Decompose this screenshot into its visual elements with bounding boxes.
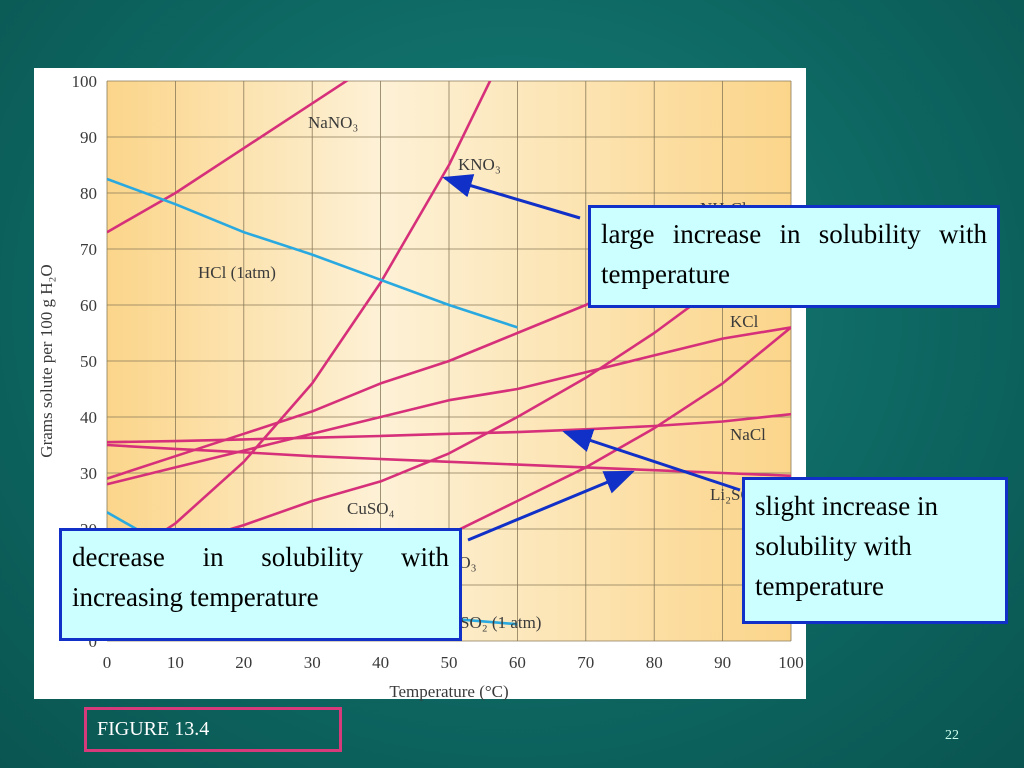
series-label: NaCl — [730, 425, 766, 444]
annotation: slight increase in solubility with tempe… — [742, 477, 1008, 624]
x-tick-label: 0 — [103, 653, 112, 672]
x-tick-label: 20 — [235, 653, 252, 672]
series-line — [107, 177, 518, 329]
series-label: KCl — [730, 312, 759, 331]
annotation: decrease in solubility with increasing t… — [59, 528, 462, 641]
x-tick-label: 50 — [441, 653, 458, 672]
series-label: SO₂ (1 atm) — [460, 613, 541, 632]
x-tick-label: 80 — [646, 653, 663, 672]
series-label: NaNO₃ — [308, 113, 358, 132]
x-tick-label: 30 — [304, 653, 321, 672]
series-label: CuSO₄ — [347, 499, 395, 518]
y-axis-title: Grams solute per 100 g H₂O — [37, 264, 56, 457]
x-tick-label: 90 — [714, 653, 731, 672]
annotation: large increase in solubility with temper… — [588, 205, 1000, 308]
series-line — [107, 326, 791, 486]
x-axis-title: Temperature (°C) — [389, 682, 508, 701]
y-tick-label: 0 — [89, 632, 98, 651]
x-tick-label: 40 — [372, 653, 389, 672]
y-tick-label: 100 — [72, 72, 98, 91]
series-label: KNO₃ — [458, 155, 501, 174]
y-tick-label: 30 — [80, 464, 97, 483]
y-tick-label: 40 — [80, 408, 97, 427]
y-tick-label: 70 — [80, 240, 97, 259]
series-label: HCl (1atm) — [198, 263, 276, 282]
x-tick-label: 60 — [509, 653, 526, 672]
x-tick-label: 70 — [577, 653, 594, 672]
y-tick-label: 60 — [80, 296, 97, 315]
y-tick-label: 90 — [80, 128, 97, 147]
x-tick-label: 10 — [167, 653, 184, 672]
x-tick-label: 100 — [778, 653, 804, 672]
series-line — [107, 81, 492, 570]
page-number: 22 — [945, 728, 959, 743]
figure-label: FIGURE 13.4 — [84, 707, 342, 752]
y-tick-label: 80 — [80, 184, 97, 203]
series-line — [107, 81, 349, 234]
y-tick-label: 50 — [80, 352, 97, 371]
series-line — [107, 412, 791, 444]
